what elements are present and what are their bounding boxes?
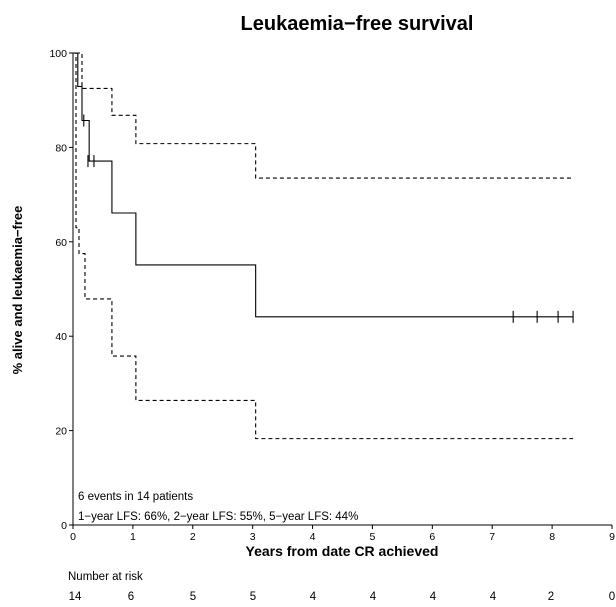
annotation-lfs: 1−year LFS: 66%, 2−year LFS: 55%, 5−year… xyxy=(78,511,358,523)
risk-table-value: 0 xyxy=(609,591,615,603)
x-tick-label: 8 xyxy=(549,531,555,543)
annotation-events: 6 events in 14 patients xyxy=(78,491,193,503)
series-upper-ci xyxy=(75,52,574,179)
x-tick-label: 9 xyxy=(609,531,615,543)
risk-table-label: Number at risk xyxy=(68,571,143,583)
x-tick-label: 1 xyxy=(130,531,136,543)
y-tick-label: 100 xyxy=(49,48,67,60)
y-tick-label: 60 xyxy=(55,237,67,249)
risk-table-value: 14 xyxy=(69,591,82,603)
x-tick-label: 7 xyxy=(489,531,495,543)
y-tick-label: 0 xyxy=(61,520,67,532)
x-tick-label: 4 xyxy=(310,531,316,543)
x-tick-label: 3 xyxy=(250,531,256,543)
y-tick-label: 20 xyxy=(55,426,67,438)
risk-table-value: 4 xyxy=(430,591,437,603)
series-lower-ci xyxy=(73,52,574,440)
risk-table-value: 6 xyxy=(128,591,134,603)
x-tick-label: 6 xyxy=(429,531,435,543)
risk-table-value: 4 xyxy=(370,591,377,603)
risk-table-value: 5 xyxy=(190,591,196,603)
x-tick-label: 2 xyxy=(190,531,196,543)
chart-title: Leukaemia−free survival xyxy=(241,13,474,35)
risk-table-value: 5 xyxy=(250,591,256,603)
series-estimate xyxy=(73,52,574,318)
y-tick-label: 80 xyxy=(55,142,67,154)
y-axis-label: % alive and leukaemia−free xyxy=(10,206,25,375)
risk-table-value: 2 xyxy=(548,591,554,603)
y-tick-label: 40 xyxy=(55,331,67,343)
x-tick-label: 0 xyxy=(70,531,76,543)
x-tick-label: 5 xyxy=(370,531,376,543)
risk-table-value: 4 xyxy=(310,591,317,603)
risk-table-value: 4 xyxy=(490,591,497,603)
x-axis-label: Years from date CR achieved xyxy=(246,543,439,559)
